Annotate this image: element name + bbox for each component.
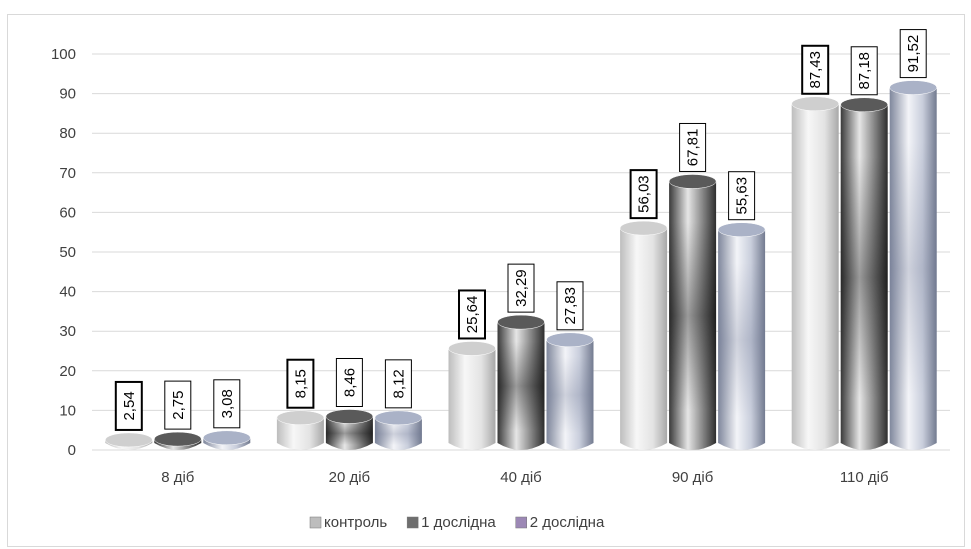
data-label: 87,18 [850, 46, 878, 96]
y-tick-label: 70 [59, 165, 76, 182]
bar [791, 103, 839, 451]
data-label-text: 56,03 [636, 175, 653, 213]
data-label: 87,43 [801, 44, 830, 95]
y-tick-label: 60 [59, 204, 76, 221]
y-tick-label: 100 [51, 46, 76, 63]
legend-swatch [309, 516, 322, 529]
data-label-text: 32,29 [513, 269, 530, 307]
data-label-text: 8,15 [292, 369, 309, 398]
data-label-text: 55,63 [734, 177, 751, 215]
data-label-box [507, 263, 535, 313]
data-label-text: 91,52 [905, 35, 922, 73]
bar-cap [154, 431, 202, 447]
data-label-box [728, 171, 756, 221]
data-label: 67,81 [679, 122, 707, 172]
y-tick-label: 90 [59, 86, 76, 103]
y-tick-label: 0 [68, 442, 76, 459]
bar-shading [718, 262, 766, 417]
data-label: 55,63 [728, 171, 756, 221]
bar-cap [889, 80, 937, 95]
y-tick-label: 40 [59, 284, 76, 301]
data-label: 8,15 [286, 358, 315, 409]
data-label: 2,54 [114, 380, 143, 431]
legend-label: контроль [324, 514, 387, 531]
data-label: 32,29 [507, 263, 535, 313]
bar-cap [276, 410, 325, 425]
bar [448, 348, 496, 450]
data-label-box [164, 380, 192, 430]
y-tick-label: 50 [59, 244, 76, 261]
bar-cap [791, 96, 839, 112]
data-label-text: 87,18 [856, 52, 873, 90]
data-label: 8,12 [384, 359, 412, 409]
data-label-box [801, 44, 830, 95]
bar-cap [717, 222, 766, 237]
bar-cap [325, 409, 374, 424]
data-label: 2,75 [164, 380, 192, 430]
bar-cap [546, 332, 594, 348]
bar-cap [840, 97, 888, 113]
data-label-text: 87,43 [807, 51, 824, 89]
data-label-text: 27,83 [562, 287, 579, 325]
data-label-box [458, 289, 486, 340]
bar-cap [497, 314, 545, 330]
data-label-box [899, 29, 927, 79]
bar-shading [497, 341, 545, 431]
data-label-box [286, 358, 315, 409]
data-label-text: 3,08 [219, 389, 236, 418]
data-label-box [556, 281, 584, 331]
bar-cap [619, 220, 668, 236]
x-tick-label: 20 діб [329, 469, 371, 486]
bar-shading [546, 356, 594, 434]
data-label-box [629, 169, 658, 220]
bar [620, 228, 668, 450]
data-label: 25,64 [458, 289, 486, 340]
data-label-box [850, 46, 878, 96]
bar-cap [374, 410, 423, 426]
data-label-text: 8,46 [341, 368, 358, 397]
bar-cap [203, 430, 251, 446]
bar-cap [668, 174, 717, 189]
data-label-box [384, 359, 412, 409]
bar-shading [669, 221, 717, 410]
data-label-box [335, 357, 363, 407]
legend-label: 2 дослідна [530, 514, 605, 531]
y-tick-label: 10 [59, 402, 76, 419]
data-label-box [213, 379, 241, 429]
x-tick-label: 110 діб [840, 469, 889, 486]
bar-cap [105, 432, 153, 448]
data-label-text: 8,12 [390, 369, 407, 398]
x-tick-label: 90 діб [672, 469, 714, 486]
x-tick-label: 8 діб [161, 469, 194, 486]
data-label-text: 67,81 [685, 129, 702, 167]
data-label-text: 2,54 [121, 391, 138, 420]
data-label-box [679, 122, 707, 172]
legend-label: 1 дослідна [421, 514, 496, 531]
data-label-text: 25,64 [464, 296, 481, 334]
data-label: 91,52 [899, 29, 927, 79]
legend-swatch [406, 516, 419, 529]
y-tick-label: 80 [59, 125, 76, 142]
data-label-box [114, 380, 143, 431]
data-label-text: 2,75 [170, 391, 187, 420]
bar [276, 417, 324, 450]
bar-shading [325, 421, 373, 445]
data-label: 8,46 [335, 357, 363, 407]
bar-shading [889, 141, 937, 396]
data-label: 3,08 [213, 379, 241, 429]
legend-swatch [515, 516, 527, 529]
bar-shading [374, 422, 422, 446]
y-tick-label: 20 [59, 363, 76, 380]
x-tick-label: 40 діб [500, 469, 542, 486]
bar-cap [448, 341, 496, 356]
data-label: 56,03 [629, 169, 658, 220]
bar-shading [840, 156, 888, 399]
data-label: 27,83 [556, 281, 584, 331]
y-tick-label: 30 [59, 323, 76, 340]
